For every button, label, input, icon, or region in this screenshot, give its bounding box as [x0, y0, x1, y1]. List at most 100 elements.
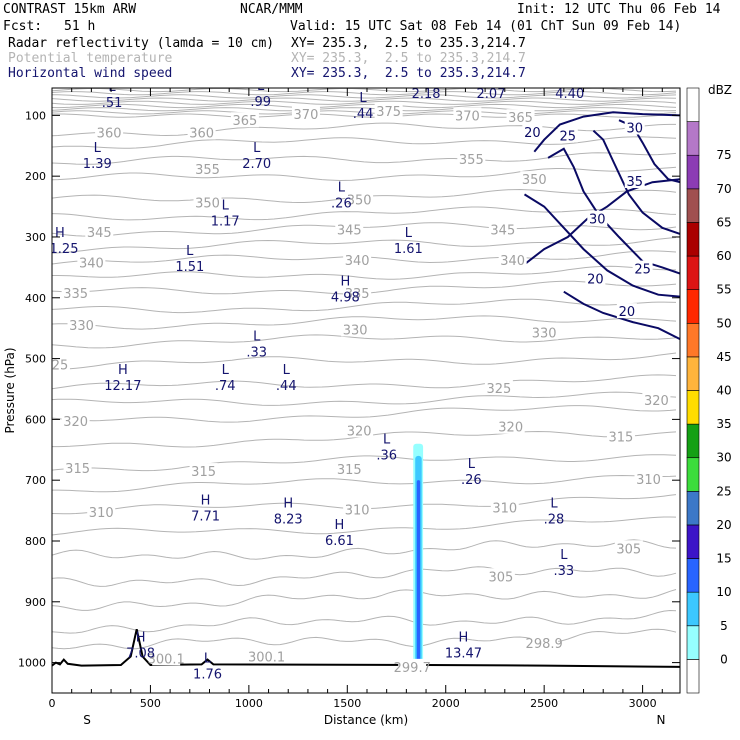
wind-contour	[523, 193, 680, 298]
colorbar-tick-label: 20	[716, 518, 731, 532]
theta-label-bg	[343, 252, 372, 268]
theta-label: 315	[191, 465, 216, 480]
x-tick-label: 3000	[629, 697, 657, 710]
wind-label-bg	[632, 260, 653, 276]
colorbar-swatch	[686, 591, 700, 627]
theta-label: 350	[195, 196, 220, 211]
field-name-wind: Horizontal wind speed	[8, 66, 173, 81]
wind-label-bg	[557, 127, 578, 143]
theta-label-bg	[230, 112, 259, 128]
extremum-value: 7.71	[191, 510, 220, 525]
theta-label: 298.9	[526, 637, 563, 652]
y-tick-label: 900	[25, 596, 46, 609]
colorbar-tick-label: 0	[720, 652, 728, 666]
theta-label-bg	[343, 501, 372, 517]
extremum-value: 6.61	[325, 534, 354, 549]
theta-label-bg	[496, 418, 525, 434]
theta-label-bg	[63, 460, 92, 476]
wind-label: 35	[626, 175, 643, 190]
theta-label: 299.7	[394, 661, 431, 676]
center-name: NCAR/MMM	[240, 2, 303, 17]
wind-label-bg	[624, 173, 645, 189]
extremum-value: 11.25	[41, 242, 78, 257]
extremum-type: L	[253, 141, 261, 156]
colorbar-unit: dBZ	[708, 83, 732, 97]
field-xy-wind: XY= 235.3, 2.5 to 235.3,214.7	[291, 66, 526, 81]
theta-label: 315	[65, 462, 90, 477]
field-name-reflectivity: Radar reflectivity (lamda = 10 cm)	[8, 36, 275, 51]
theta-contour-upper	[52, 91, 677, 96]
theta-label-bg	[345, 191, 374, 207]
theta-label: 355	[459, 153, 484, 168]
theta-contour	[52, 315, 677, 330]
theta-label: 340	[345, 254, 370, 269]
theta-label-bg	[193, 160, 222, 176]
theta-label-bg	[85, 224, 114, 240]
extremum-type: L	[94, 141, 102, 156]
wind-label: 25	[634, 263, 651, 278]
extremum-type: L	[550, 497, 558, 512]
colorbar-swatch	[686, 322, 700, 358]
theta-label-bg	[606, 428, 635, 444]
theta-label-bg	[187, 124, 216, 140]
y-tick-label: 100	[25, 109, 46, 122]
theta-label-bg	[67, 317, 96, 333]
theta-label: 320	[644, 394, 669, 409]
y-tick-label: 1000	[18, 657, 46, 670]
theta-label: 345	[87, 226, 112, 241]
colorbar-swatch	[686, 491, 700, 526]
theta-label: 330	[69, 319, 94, 334]
theta-contour	[52, 474, 677, 493]
extremum-value: .99	[250, 95, 271, 110]
y-axis-label: Pressure (hPa)	[3, 347, 17, 433]
extremum-value: 1.39	[83, 157, 112, 172]
colorbar-swatch	[686, 289, 700, 324]
theta-contour	[52, 166, 677, 182]
theta-label-bg	[343, 284, 372, 300]
theta-label: 375	[376, 105, 401, 120]
extremum-type: L	[468, 457, 476, 472]
wind-label: 20	[619, 305, 636, 320]
colorbar-tick-label: 45	[716, 350, 731, 364]
x-tick-label: 500	[140, 697, 161, 710]
theta-label-bg	[642, 391, 671, 407]
wind-label: 30	[589, 213, 606, 228]
theta-label: 335	[63, 287, 88, 302]
theta-label-bg	[488, 221, 517, 237]
wind-label-bg	[587, 210, 608, 226]
terrain-profile	[52, 628, 680, 668]
theta-label: 320	[63, 415, 88, 430]
extremum-type: L	[405, 226, 413, 241]
theta-contour	[52, 352, 677, 370]
theta-label-bg	[486, 568, 515, 584]
theta-contour	[52, 206, 677, 221]
wind-label: 30	[626, 122, 643, 137]
wind-label-bg	[522, 123, 543, 139]
theta-label-bg	[61, 284, 90, 300]
wind-label-bg	[585, 270, 606, 286]
y-tick-label: 300	[25, 231, 46, 244]
y-tick-label: 800	[25, 535, 46, 548]
extremum-type: L	[283, 363, 291, 378]
y-tick-label: 700	[25, 474, 46, 487]
extremum-value: .33	[246, 345, 267, 360]
theta-contour	[52, 136, 677, 149]
extremum-value: 8.23	[274, 513, 303, 528]
colorbar-swatch	[686, 558, 700, 593]
colorbar-swatch	[686, 659, 700, 694]
theta-label: 370	[455, 109, 480, 124]
forecast-label: Fcst:	[3, 19, 43, 34]
theta-label: 310	[345, 503, 370, 518]
theta-contour-upper	[52, 103, 677, 109]
colorbar-tick-label: 35	[716, 417, 731, 431]
plot-frame	[51, 87, 681, 694]
colorbar-swatch	[686, 87, 700, 122]
extremum-value: .28	[544, 513, 565, 528]
theta-label: 350	[522, 173, 547, 188]
extremum-value: .44	[353, 107, 374, 122]
theta-label: 355	[195, 163, 220, 178]
theta-contour	[52, 237, 677, 254]
theta-contour	[52, 566, 677, 587]
theta-label-bg	[374, 103, 403, 119]
colorbar-swatch	[686, 524, 700, 559]
